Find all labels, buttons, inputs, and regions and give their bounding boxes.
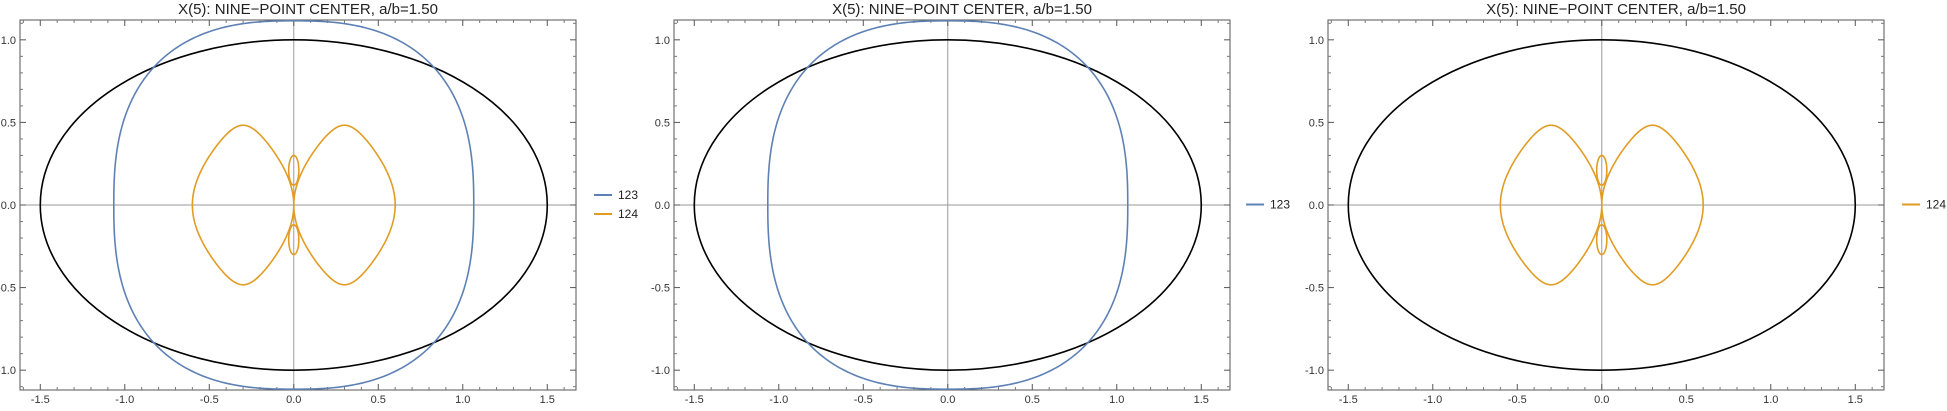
series-124-left-lobe <box>191 124 295 286</box>
x-tick-label: 0.5 <box>371 394 386 406</box>
y-tick-label: -0.5 <box>1305 283 1324 295</box>
legend-label-123: 123 <box>1270 198 1290 212</box>
y-tick-label: -1.0 <box>0 365 16 377</box>
chart-title: X(5): NINE−POINT CENTER, a/b=1.50 <box>832 1 1092 18</box>
y-tick-label: 0.5 <box>1 117 16 129</box>
x-tick-label: 0.5 <box>1025 394 1040 406</box>
x-tick-label: -1.0 <box>115 394 134 406</box>
y-tick-label: 1.0 <box>1 35 16 47</box>
series-124-inner-loop <box>1595 224 1608 256</box>
legend-label-124: 124 <box>618 207 638 221</box>
series-124-inner-loop <box>1595 154 1608 186</box>
legend-label-124: 124 <box>1926 198 1946 212</box>
x-tick-label: 1.0 <box>1763 394 1778 406</box>
reference-ellipse <box>39 39 549 371</box>
chart-panel-1: X(5): NINE−POINT CENTER, a/b=1.50 -1.5 -1.… <box>0 1 638 406</box>
chart-title: X(5): NINE−POINT CENTER, a/b=1.50 <box>1486 1 1746 18</box>
chart-panel-3: X(5): NINE−POINT CENTER, a/b=1.50 -1.5 -1.… <box>1305 1 1946 406</box>
x-tick-label: -1.0 <box>769 394 788 406</box>
x-tick-label: 1.0 <box>455 394 470 406</box>
series-124-inner-loop <box>287 154 300 186</box>
y-tick-label: 1.0 <box>655 35 670 47</box>
y-tick-label: 0.5 <box>655 117 670 129</box>
x-tick-label: 0.0 <box>940 394 955 406</box>
x-tick-label: -0.5 <box>1508 394 1527 406</box>
chart-title: X(5): NINE−POINT CENTER, a/b=1.50 <box>178 1 438 18</box>
y-tick-label: 0.5 <box>1309 117 1324 129</box>
y-tick-label: 0.0 <box>1 200 16 212</box>
plot-area <box>693 20 1203 390</box>
y-tick-label: -0.5 <box>651 283 670 295</box>
x-tick-label: -1.5 <box>685 394 704 406</box>
plot-area <box>39 20 549 390</box>
x-tick-label: -0.5 <box>200 394 219 406</box>
y-tick-label: 1.0 <box>1309 35 1324 47</box>
y-tick-label: 0.0 <box>1309 200 1324 212</box>
x-tick-label: -1.5 <box>31 394 50 406</box>
x-tick-label: 1.5 <box>1194 394 1209 406</box>
x-tick-label: 1.5 <box>540 394 555 406</box>
x-tick-label: 0.0 <box>286 394 301 406</box>
x-tick-label: -1.0 <box>1423 394 1442 406</box>
legend-label-123: 123 <box>618 188 638 202</box>
y-tick-label: -1.0 <box>1305 365 1324 377</box>
y-tick-label: -0.5 <box>0 283 16 295</box>
x-tick-label: -1.5 <box>1339 394 1358 406</box>
chart-panel-2: X(5): NINE−POINT CENTER, a/b=1.50 -1.5 -1.… <box>651 1 1290 406</box>
reference-ellipse <box>693 39 1203 371</box>
plot-area <box>1347 39 1857 371</box>
x-tick-label: 1.0 <box>1109 394 1124 406</box>
y-tick-label: -1.0 <box>651 365 670 377</box>
x-tick-label: -0.5 <box>854 394 873 406</box>
x-tick-label: 0.0 <box>1594 394 1609 406</box>
reference-ellipse <box>1347 39 1857 371</box>
series-124-inner-loop <box>287 224 300 256</box>
x-tick-label: 0.5 <box>1679 394 1694 406</box>
y-tick-label: 0.0 <box>655 200 670 212</box>
series-123-curve <box>112 20 475 390</box>
x-tick-label: 1.5 <box>1848 394 1863 406</box>
series-123-curve <box>766 20 1129 390</box>
series-124-left-lobe <box>1499 124 1603 286</box>
